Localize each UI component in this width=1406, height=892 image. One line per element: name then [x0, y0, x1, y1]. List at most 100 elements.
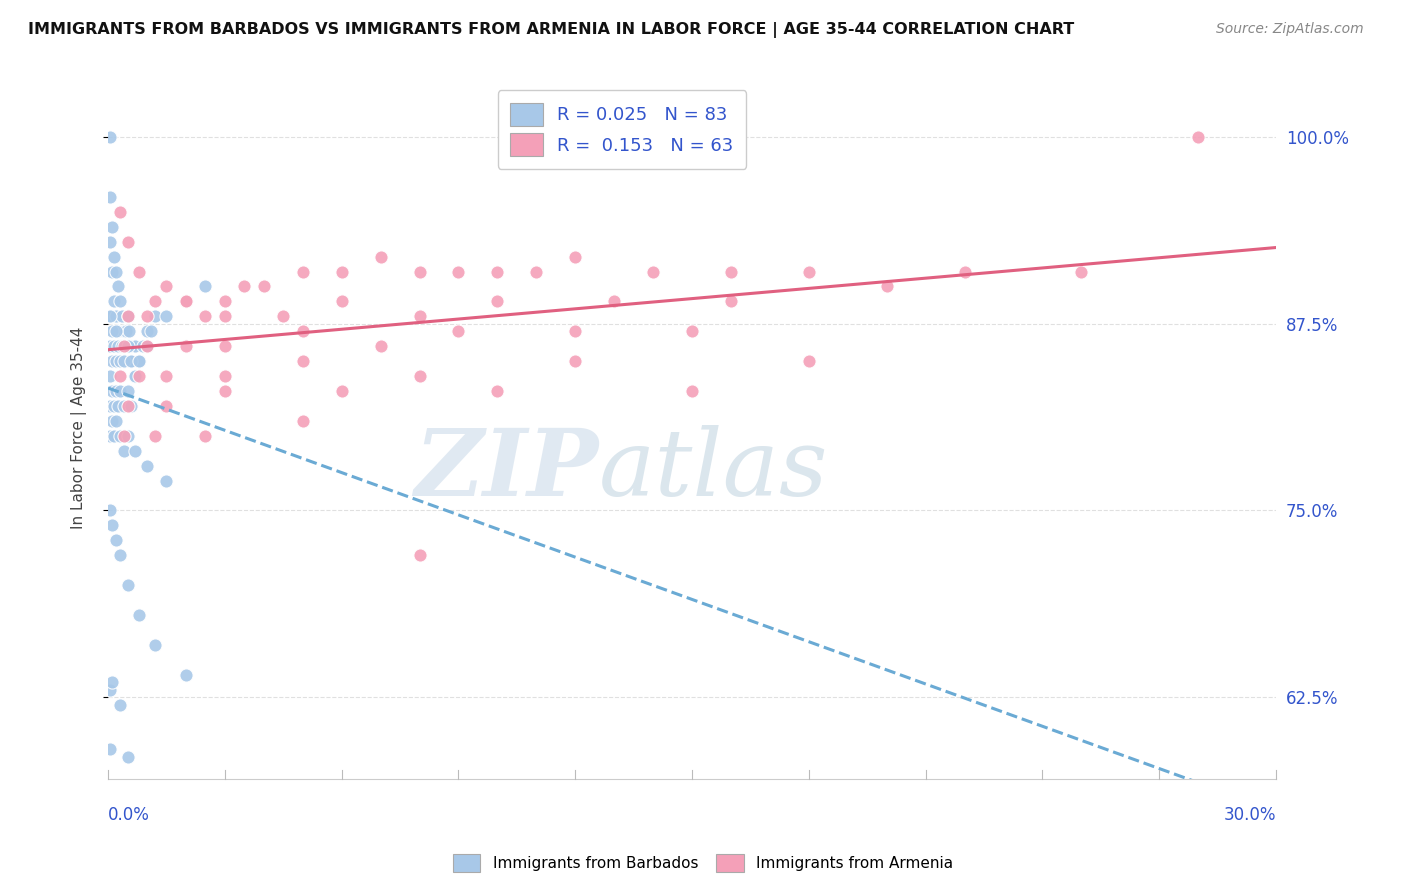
Point [101, 384, 124, 398]
Point [98, 682, 121, 697]
Point [155, 399, 177, 413]
Point [114, 324, 136, 338]
Point [101, 264, 124, 278]
Point [143, 429, 166, 443]
Point [120, 399, 142, 413]
Point [643, 264, 665, 278]
Point [253, 279, 276, 293]
Point [103, 294, 125, 309]
Point [117, 339, 139, 353]
Point [124, 369, 146, 384]
Point [104, 354, 127, 368]
Point [143, 638, 166, 652]
Point [797, 354, 820, 368]
Point [108, 354, 131, 368]
Point [408, 264, 430, 278]
Point [112, 443, 135, 458]
Point [117, 384, 139, 398]
Point [330, 264, 353, 278]
Point [291, 324, 314, 338]
Point [233, 279, 256, 293]
Point [194, 310, 217, 324]
Point [103, 399, 125, 413]
Point [136, 339, 159, 353]
Point [117, 578, 139, 592]
Point [564, 324, 586, 338]
Point [136, 458, 159, 473]
Point [681, 384, 703, 398]
Point [447, 264, 470, 278]
Point [98, 503, 121, 517]
Point [98, 130, 121, 145]
Legend: Immigrants from Barbados, Immigrants from Armenia: Immigrants from Barbados, Immigrants fro… [446, 846, 960, 880]
Point [214, 310, 236, 324]
Point [101, 354, 124, 368]
Point [98, 339, 121, 353]
Point [1070, 264, 1092, 278]
Point [117, 310, 139, 324]
Point [408, 548, 430, 562]
Point [128, 354, 150, 368]
Point [564, 250, 586, 264]
Point [136, 324, 159, 338]
Point [120, 354, 142, 368]
Point [128, 369, 150, 384]
Point [111, 339, 134, 353]
Point [104, 354, 127, 368]
Point [486, 294, 509, 309]
Point [486, 264, 509, 278]
Point [797, 264, 820, 278]
Point [681, 324, 703, 338]
Point [291, 414, 314, 428]
Point [112, 339, 135, 353]
Point [136, 339, 159, 353]
Point [291, 354, 314, 368]
Point [101, 310, 124, 324]
Point [132, 339, 155, 353]
Point [98, 429, 121, 443]
Point [104, 414, 127, 428]
Point [103, 250, 125, 264]
Point [1187, 130, 1209, 145]
Point [108, 698, 131, 712]
Point [98, 369, 121, 384]
Point [103, 339, 125, 353]
Point [108, 548, 131, 562]
Point [98, 310, 121, 324]
Point [108, 384, 131, 398]
Point [101, 219, 124, 234]
Point [214, 339, 236, 353]
Point [120, 339, 142, 353]
Point [98, 235, 121, 249]
Point [214, 384, 236, 398]
Point [111, 310, 134, 324]
Point [108, 339, 131, 353]
Point [124, 443, 146, 458]
Point [117, 235, 139, 249]
Point [214, 294, 236, 309]
Point [291, 264, 314, 278]
Point [408, 369, 430, 384]
Point [107, 399, 129, 413]
Point [174, 294, 197, 309]
Point [194, 279, 217, 293]
Point [118, 324, 141, 338]
Point [117, 429, 139, 443]
Point [370, 339, 392, 353]
Y-axis label: In Labor Force | Age 35-44: In Labor Force | Age 35-44 [72, 327, 87, 530]
Point [486, 384, 509, 398]
Point [107, 339, 129, 353]
Point [128, 264, 150, 278]
Point [143, 294, 166, 309]
Point [112, 354, 135, 368]
Point [112, 354, 135, 368]
Point [155, 310, 177, 324]
Point [104, 324, 127, 338]
Point [447, 324, 470, 338]
Point [174, 339, 197, 353]
Point [876, 279, 898, 293]
Point [98, 399, 121, 413]
Point [107, 279, 129, 293]
Point [117, 399, 139, 413]
Point [564, 354, 586, 368]
